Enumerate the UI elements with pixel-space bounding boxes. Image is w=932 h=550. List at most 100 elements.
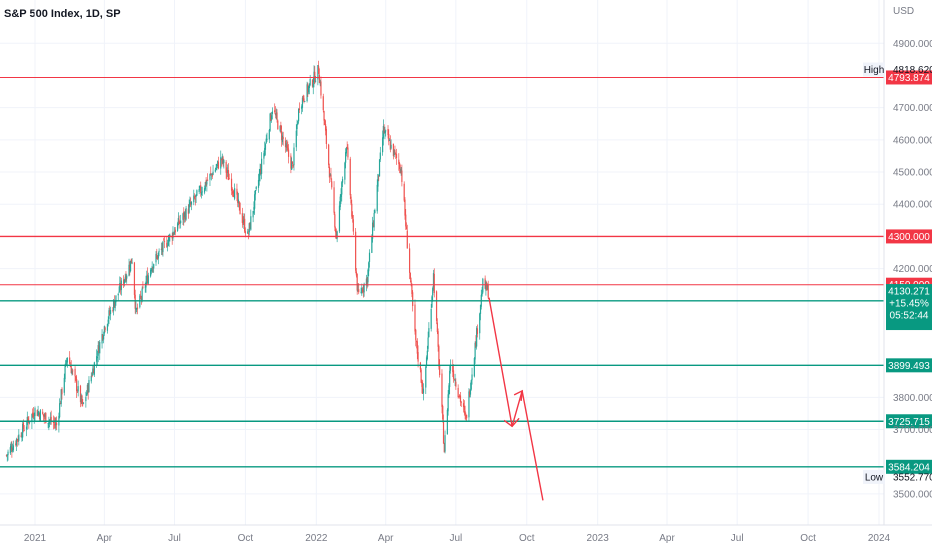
candle-body [153, 264, 155, 269]
candle-body [12, 450, 14, 452]
candle-body [296, 124, 298, 129]
candle-body [199, 185, 201, 189]
candle-body [446, 409, 448, 435]
candle-body [259, 169, 261, 176]
candle-body [298, 108, 300, 122]
candle-body [97, 345, 99, 356]
candle-body [6, 454, 8, 456]
level-price-tag[interactable] [886, 229, 932, 244]
level-price-tag[interactable] [886, 358, 932, 373]
candle-body [200, 192, 203, 195]
candle-body [77, 386, 79, 392]
candle-body [388, 140, 391, 141]
candle-body [103, 326, 105, 334]
price-tick-label: 3700.000 [893, 425, 932, 436]
candle-body [388, 134, 390, 142]
candle-body [428, 328, 430, 338]
candle-body [45, 412, 47, 424]
candle-body [48, 420, 50, 424]
candle-body [311, 80, 314, 87]
candle-body [431, 296, 433, 308]
candle-body [452, 370, 455, 379]
level-price-tag[interactable] [886, 70, 932, 85]
candle-body [183, 211, 185, 219]
price-axis[interactable]: USD 4900.000 4700.000 4600.000 4500.000 4400.… [863, 0, 932, 525]
candle-body [96, 356, 98, 362]
candle-body [312, 83, 314, 88]
candle-body [210, 173, 213, 175]
candle-body [308, 86, 310, 92]
candle-body [383, 127, 385, 134]
last-change-label: +15.45% [889, 299, 929, 310]
candle-body [106, 324, 109, 331]
candle-body [352, 219, 354, 232]
candle-body [206, 181, 208, 185]
candle-body [264, 144, 267, 150]
candle-body [244, 231, 247, 234]
candle-body [372, 223, 374, 227]
candle-body [281, 135, 284, 143]
candle-body [469, 391, 471, 396]
horizontal-levels[interactable]: 4793.8744300.0004150.0004100.0003899.493… [0, 70, 932, 474]
candle-body [468, 391, 470, 418]
countdown-label: 05:52:44 [890, 311, 929, 322]
candle-body [372, 222, 374, 239]
candle-body [147, 275, 149, 284]
candle-body [253, 207, 255, 210]
candle-body [9, 447, 11, 454]
candle-body [382, 137, 384, 153]
candle-body [361, 288, 363, 294]
candle-body [457, 387, 459, 398]
candle-body [104, 327, 106, 331]
candle-body [59, 403, 61, 418]
candle-body [15, 443, 17, 445]
projection-path[interactable] [488, 297, 544, 501]
candle-body [385, 130, 387, 132]
candle-body [178, 219, 180, 225]
candle-body [60, 389, 62, 405]
candle-body [25, 426, 28, 430]
candle-body [113, 300, 115, 308]
candle-body [131, 262, 133, 264]
candle-body [188, 204, 190, 213]
projection-arrow[interactable] [488, 297, 544, 501]
candle-body [92, 368, 95, 374]
candle-body [360, 291, 362, 293]
candle-body [101, 333, 103, 344]
candle-body [228, 178, 230, 180]
candle-body [338, 205, 341, 232]
candle-body [248, 223, 250, 233]
candle-body [442, 406, 444, 420]
candle-body [118, 291, 120, 293]
candle-body [55, 422, 58, 426]
candle-body [71, 370, 73, 375]
last-price-tag[interactable] [886, 284, 932, 331]
time-axis[interactable]: 2021 Apr Jul Oct 2022 Apr Jul Oct 2023 Apr Jul Oct 2… [0, 524, 932, 544]
candle-body [114, 301, 116, 309]
candle-body [196, 190, 198, 196]
level-price-tag[interactable] [886, 459, 932, 474]
candle-body [303, 98, 305, 101]
candle-body [371, 236, 373, 253]
candle-body [330, 174, 332, 180]
candle-body [460, 401, 462, 403]
candle-body [33, 417, 35, 419]
candle-body [400, 168, 402, 173]
candle-body [146, 275, 148, 281]
candle-body [268, 129, 270, 140]
candle-body [357, 290, 359, 292]
candle-body [66, 357, 68, 363]
candle-body [150, 269, 152, 277]
candle-body [124, 277, 126, 282]
candle-body [302, 96, 304, 100]
candle-body [174, 229, 176, 233]
level-price-tag[interactable] [886, 414, 932, 429]
candle-body [47, 423, 49, 425]
candle-body [304, 101, 306, 102]
level-price-label: 4300.000 [888, 232, 930, 243]
candle-body [168, 235, 170, 242]
candle-body [406, 230, 408, 249]
time-tick-label: Oct [238, 533, 254, 544]
candle-body [285, 143, 287, 147]
